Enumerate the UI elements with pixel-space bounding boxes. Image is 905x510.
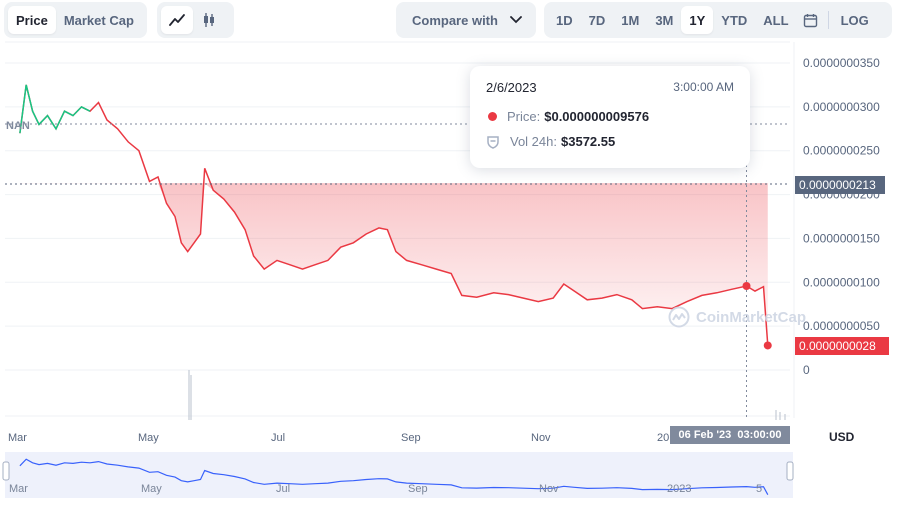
range-3m[interactable]: 3M	[655, 12, 674, 28]
tooltip-time: 3:00:00 AM	[673, 80, 734, 94]
metric-toggle: Price Market Cap	[4, 2, 147, 38]
line-chart-icon	[169, 14, 185, 26]
y-tick-label: 0.0000000250	[803, 144, 880, 158]
price-tooltip: 2/6/2023 3:00:00 AM Price: $0.0000000095…	[470, 66, 750, 168]
crosshair-date-tag: 06 Feb '23 03:00:00	[670, 426, 790, 444]
y-tick-label: 0.0000000050	[803, 319, 880, 333]
x-tick-label: Mar	[8, 432, 27, 444]
compare-with-label: Compare with	[412, 12, 498, 28]
y-tick-label: 0.0000000100	[803, 275, 880, 289]
candlestick-icon	[204, 13, 214, 27]
reference-price-tag: 0.0000000213	[795, 176, 885, 194]
range-7d[interactable]: 7D	[588, 12, 606, 28]
y-tick-label: 0	[803, 363, 810, 377]
market-cap-tab[interactable]: Market Cap	[63, 12, 134, 28]
navigator-tick-label: Jul	[276, 483, 290, 495]
price-area-fill	[19, 183, 768, 346]
candlestick-button[interactable]	[193, 6, 225, 34]
y-axis: 0 0.0000000050 0.0000000100 0.0000000150 0.0…	[803, 56, 880, 377]
x-tick-label: Jul	[271, 432, 285, 444]
chart-markers	[742, 282, 772, 350]
chevron-down-icon	[510, 16, 522, 24]
compare-with-dropdown[interactable]: Compare with	[396, 2, 536, 38]
navigator-tick-label: Sep	[408, 483, 428, 495]
navigator-tick-label: 2023	[667, 483, 691, 495]
price-line-below-reference	[19, 84, 769, 346]
navigator-left-handle	[2, 461, 10, 481]
toolbar-divider	[827, 11, 829, 29]
y-tick-label: 0.0000000350	[803, 56, 880, 70]
price-dot-icon	[488, 112, 497, 121]
range-1d[interactable]: 1D	[556, 12, 573, 28]
volume-bars	[188, 370, 786, 420]
navigator-tick-label: 5	[756, 483, 762, 495]
x-tick-label: May	[138, 432, 159, 444]
currency-label: USD	[829, 430, 855, 444]
coinmarketcap-logo-icon	[668, 306, 690, 328]
range-ytd[interactable]: YTD	[721, 12, 748, 28]
range-1m[interactable]: 1M	[621, 12, 640, 28]
calendar-icon	[803, 13, 817, 27]
x-tick-label: Nov	[531, 432, 551, 444]
last-price-point	[763, 341, 772, 350]
y-tick-label: 0.0000000300	[803, 100, 880, 114]
coinmarketcap-watermark: CoinMarketCap	[668, 306, 806, 328]
tooltip-volume-value: $3572.55	[561, 134, 616, 149]
calendar-button[interactable]	[797, 6, 824, 34]
range-1y[interactable]: 1Y	[681, 6, 714, 34]
last-price-tag: 0.0000000028	[795, 337, 889, 355]
x-tick-label: Sep	[401, 432, 421, 444]
tooltip-price-label: Price:	[507, 109, 541, 124]
x-axis: Mar May Jul Sep Nov 20	[8, 432, 669, 444]
navigator-line	[19, 458, 769, 495]
navigator-tick-label: May	[141, 483, 162, 495]
line-chart-button[interactable]	[161, 6, 193, 34]
highlight-point	[742, 282, 751, 291]
nan-label: NAN	[6, 120, 30, 132]
tooltip-volume-label: Vol 24h:	[510, 134, 557, 149]
tooltip-date: 2/6/2023	[486, 80, 537, 95]
range-all[interactable]: ALL	[763, 12, 789, 28]
y-tick-label: 0.0000000150	[803, 231, 880, 245]
x-tick-label: 20	[657, 432, 669, 444]
crosshair-time: 03:00:00	[737, 429, 782, 441]
volume-icon	[487, 135, 499, 149]
log-scale-button[interactable]: LOG	[840, 12, 869, 28]
range-selector: 1D 7D 1M 3M 1Y YTD ALL LOG	[544, 2, 892, 38]
time-navigator[interactable]: Mar May Jul Sep Nov 2023 5	[2, 452, 794, 498]
chart-style-toggle	[157, 2, 234, 38]
tooltip-price-value: $0.000000009576	[544, 109, 650, 124]
price-line-above-reference	[19, 84, 91, 134]
crosshair-date: 06 Feb '23	[678, 429, 732, 441]
navigator-tick-label: Mar	[9, 483, 28, 495]
watermark-text: CoinMarketCap	[696, 308, 807, 326]
crosshair	[5, 123, 790, 418]
navigator-background	[5, 452, 793, 498]
navigator-tick-label: Nov	[539, 483, 559, 495]
price-tab[interactable]: Price	[8, 6, 56, 34]
navigator-right-handle	[786, 461, 794, 481]
